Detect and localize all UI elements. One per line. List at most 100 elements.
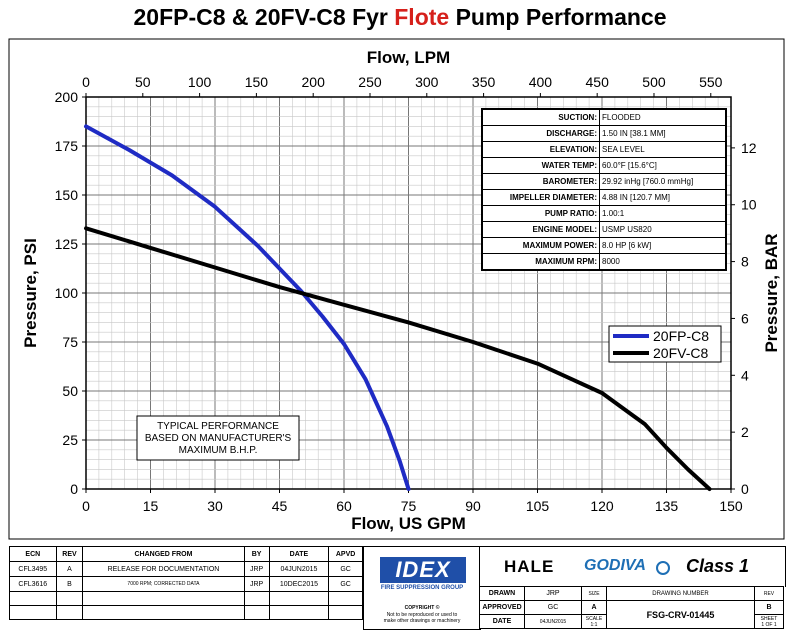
x-tick-label: 15 [143,498,159,514]
revision-header: REV [55,546,84,562]
spec-label: ENGINE MODEL: [482,221,600,238]
spec-row: PUMP RATIO: 1.00:1 [482,205,726,222]
idex-logo: IDEX [380,557,466,583]
spec-row: BAROMETER: 29.92 inHg [760.0 mmHg] [482,173,726,190]
spec-label: MAXIMUM RPM: [482,253,600,270]
spec-label: WATER TEMP: [482,157,600,174]
date-label: DATE [479,614,525,629]
revision-row-empty [9,605,363,620]
revision-header: CHANGED FROM [82,546,245,562]
logo-block: IDEX FIRE SUPPRESSION GROUP COPYRIGHT © … [363,546,481,630]
spec-label: SUCTION: [482,109,600,126]
annotation-box [136,415,300,461]
y-tick-label: 75 [62,334,78,350]
godiva-logo: GODIVA [584,557,646,574]
revision-header: BY [243,546,270,562]
y-tick-label: 25 [62,432,78,448]
drawn-label: DRAWN [479,586,525,601]
spec-row: MAXIMUM RPM: 8000 [482,253,726,270]
spec-value: SEA LEVEL [599,141,726,158]
revision-table: ECN REV CHANGED FROM BY DATE APVD CFL3495 A REL… [9,546,363,628]
legend-box [608,325,722,363]
revision-header: DATE [268,546,330,562]
spec-value: 1.50 IN [38.1 MM] [599,125,726,142]
drawing-number: FSG-CRV-01445 [606,600,755,629]
spec-row: WATER TEMP: 60.0°F [15.6°C] [482,157,726,174]
revision-cell: GC [328,561,363,577]
right-axis-label: Pressure, BAR [762,233,781,352]
chart-title: 20FP-C8 & 20FV-C8 Fyr Flote Pump Perform… [133,4,667,30]
approved-value: GC [524,600,582,615]
scale-cell: SCALE 1:1 [581,614,607,629]
revision-cell: B [55,576,84,592]
approved-label: APPROVED [479,600,525,615]
top-tick-label: 350 [472,74,496,90]
spec-value: 1.00:1 [599,205,726,222]
sheet-cell: SHEET 1 OF 1 [754,614,784,629]
y-tick-label: 175 [55,138,79,154]
y-tick-label: 100 [55,285,79,301]
drawing-number-label: DRAWING NUMBER [606,586,755,601]
copyright-line-1: COPYRIGHT © [404,605,440,611]
revision-cell: 04JUN2015 [268,561,330,577]
annotation-line: TYPICAL PERFORMANCE [157,421,279,432]
revision-header: APVD [328,546,363,562]
revision-header: ECN [9,546,57,562]
annotation-line: BASED ON MANUFACTURER'S [145,433,292,444]
y-tick-label: 125 [55,236,79,252]
class1-logo: Class 1 [686,556,750,576]
revision-row-empty [9,591,363,606]
right-tick-label: 0 [741,481,749,497]
size-value: A [581,600,607,615]
series-line-20fp-c8 [84,124,411,491]
spec-row: ELEVATION: SEA LEVEL [482,141,726,158]
spec-label: IMPELLER DIAMETER: [482,189,600,206]
legend-label: 20FP-C8 [653,328,709,344]
revision-cell: CFL3616 [9,576,57,592]
legend-label: 20FV-C8 [653,345,708,361]
x-axis-label: Flow, US GPM [351,514,466,533]
top-tick-label: 300 [415,74,439,90]
revision-cell: 10DEC2015 [268,576,330,592]
x-tick-label: 60 [336,498,352,514]
x-tick-label: 0 [82,498,90,514]
x-tick-label: 105 [526,498,550,514]
top-tick-label: 150 [245,74,269,90]
top-tick-label: 250 [358,74,382,90]
x-tick-label: 150 [719,498,743,514]
right-tick-label: 8 [741,254,749,270]
revision-row: CFL3616 B 7000 RPM; CORRECTED DATA JRP 10DEC… [9,576,363,592]
x-tick-label: 120 [590,498,614,514]
top-axis-label: Flow, LPM [367,48,450,67]
size-label: SIZE [581,586,607,601]
chart-frame [8,38,785,540]
right-tick-label: 10 [741,197,757,213]
spec-label: BAROMETER: [482,173,600,190]
revision-cell: RELEASE FOR DOCUMENTATION [82,561,245,577]
top-tick-label: 100 [188,74,212,90]
annotation-line: MAXIMUM B.H.P. [179,445,258,456]
x-tick-label: 90 [465,498,481,514]
right-tick-label: 4 [741,367,749,383]
spec-label: DISCHARGE: [482,125,600,142]
series-line-20fv-c8 [84,226,712,491]
y-axis-label: Pressure, PSI [21,238,40,348]
specs-table: SUCTION: FLOODED DISCHARGE: 1.50 IN [38.1 M… [481,108,727,271]
revision-cell: CFL3495 [9,561,57,577]
right-tick-label: 12 [741,140,757,156]
top-tick-label: 450 [586,74,610,90]
revision-cell: GC [328,576,363,592]
x-tick-label: 30 [207,498,223,514]
date-value: 04JUN2015 [524,614,582,629]
spec-label: PUMP RATIO: [482,205,600,222]
spec-value: 8.0 HP [6 kW] [599,237,726,254]
top-tick-label: 400 [529,74,553,90]
y-tick-label: 150 [55,187,79,203]
spec-row: SUCTION: FLOODED [482,109,726,126]
x-tick-label: 75 [401,498,417,514]
y-tick-label: 50 [62,383,78,399]
spec-row: IMPELLER DIAMETER: 4.88 IN [120.7 MM] [482,189,726,206]
rev-label: REV [754,586,784,601]
top-tick-label: 500 [642,74,666,90]
